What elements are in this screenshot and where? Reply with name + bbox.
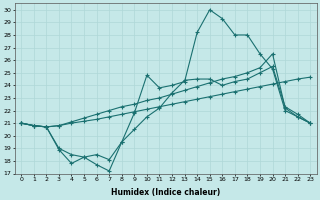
X-axis label: Humidex (Indice chaleur): Humidex (Indice chaleur): [111, 188, 220, 197]
